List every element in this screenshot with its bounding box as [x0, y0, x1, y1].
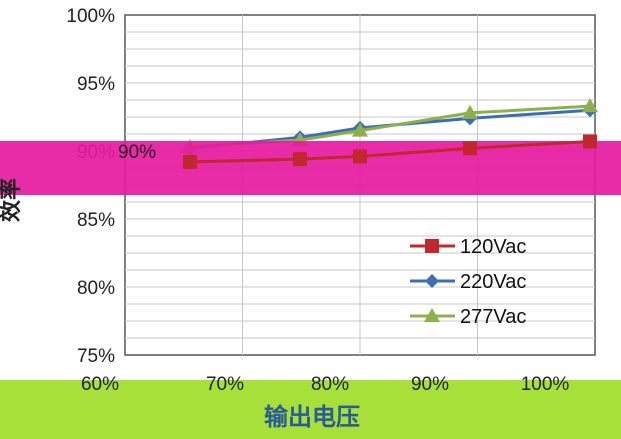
series-point: [463, 141, 477, 156]
series-point: [425, 239, 439, 253]
series-point: [583, 134, 597, 149]
series-point: [353, 149, 367, 164]
y-axis-title: 效率: [0, 178, 24, 222]
legend-label: 120Vac: [460, 236, 526, 258]
series-point: [582, 98, 598, 113]
series-point: [425, 274, 439, 288]
legend-label: 220Vac: [460, 271, 526, 293]
x-tick-label: 100%: [521, 374, 570, 395]
x-tick-label: 90%: [411, 374, 449, 395]
highlight-band: [0, 141, 621, 195]
series-point: [352, 122, 368, 137]
series-point: [424, 308, 440, 322]
y-tick-label: 85%: [77, 210, 115, 231]
series-point: [293, 152, 307, 167]
y-tick-label: 95%: [77, 74, 115, 95]
series-overlay: [183, 134, 597, 169]
y-tick-label: 80%: [77, 278, 115, 299]
x-axis-ticks: 60% 70% 80% 90% 100%: [81, 374, 569, 395]
legend: 120Vac 220Vac 277Vac: [410, 236, 526, 328]
x-tick-label: 60%: [81, 374, 119, 395]
y-tick-label: 75%: [77, 346, 115, 367]
x-tick-label: 70%: [206, 374, 244, 395]
series-point: [462, 104, 478, 119]
y-tick-label: 100%: [66, 6, 115, 27]
x-tick-label: 80%: [311, 374, 349, 395]
x-axis-title: 输出电压: [264, 403, 360, 431]
x-axis-band: [0, 380, 621, 439]
legend-label: 277Vac: [460, 306, 526, 328]
series-point: [183, 154, 197, 169]
annotation-90-percent: 90%: [118, 142, 156, 163]
